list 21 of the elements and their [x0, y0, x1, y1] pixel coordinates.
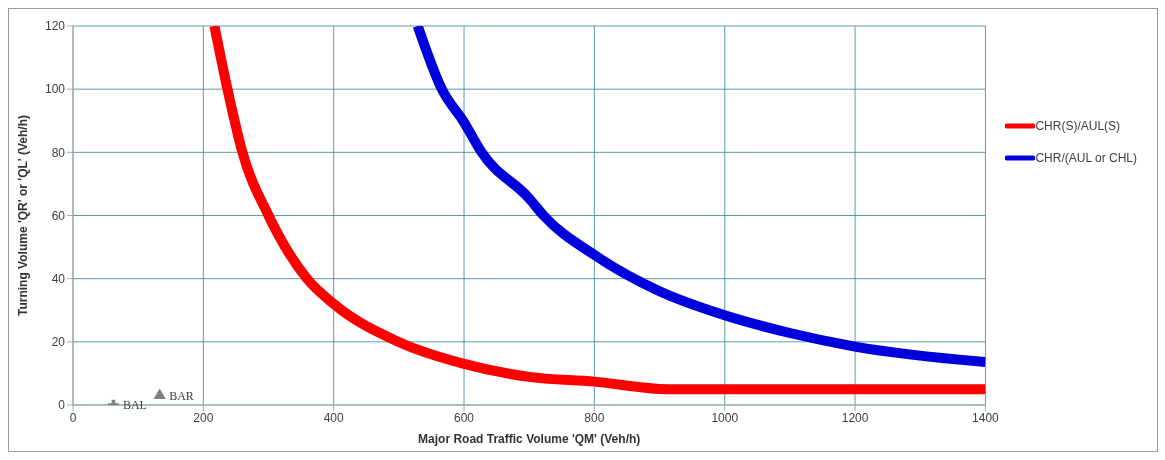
x-tick-label: 1400: [972, 410, 1000, 425]
y-tick-label: 60: [51, 208, 66, 223]
x-tick-label: 0: [69, 410, 77, 425]
x-tick-label: 400: [323, 410, 345, 425]
x-tick-label: 200: [193, 410, 214, 425]
y-axis-title: Turning Volume 'QR' or 'QL' (Veh/h): [16, 115, 31, 316]
y-tick-label: 40: [51, 271, 66, 286]
series-label: BAR: [169, 388, 194, 403]
legend-label: CHR/(AUL or CHL): [1035, 151, 1137, 165]
x-tick-label: 1200: [841, 410, 869, 425]
x-tick-label: 800: [584, 410, 605, 425]
x-tick-label: 600: [454, 410, 475, 425]
y-tick-label: 20: [51, 335, 66, 350]
y-tick-label: 100: [44, 82, 66, 97]
y-tick-label: 0: [58, 398, 66, 413]
x-tick-label: 1000: [711, 410, 739, 425]
legend-label: CHR(S)/AUL(S): [1035, 119, 1121, 133]
y-tick-label: 120: [44, 19, 66, 34]
x-axis-title: Major Road Traffic Volume 'QM' (Veh/h): [418, 432, 641, 446]
y-tick-label: 80: [51, 145, 66, 160]
series-label: BAL: [122, 398, 147, 413]
